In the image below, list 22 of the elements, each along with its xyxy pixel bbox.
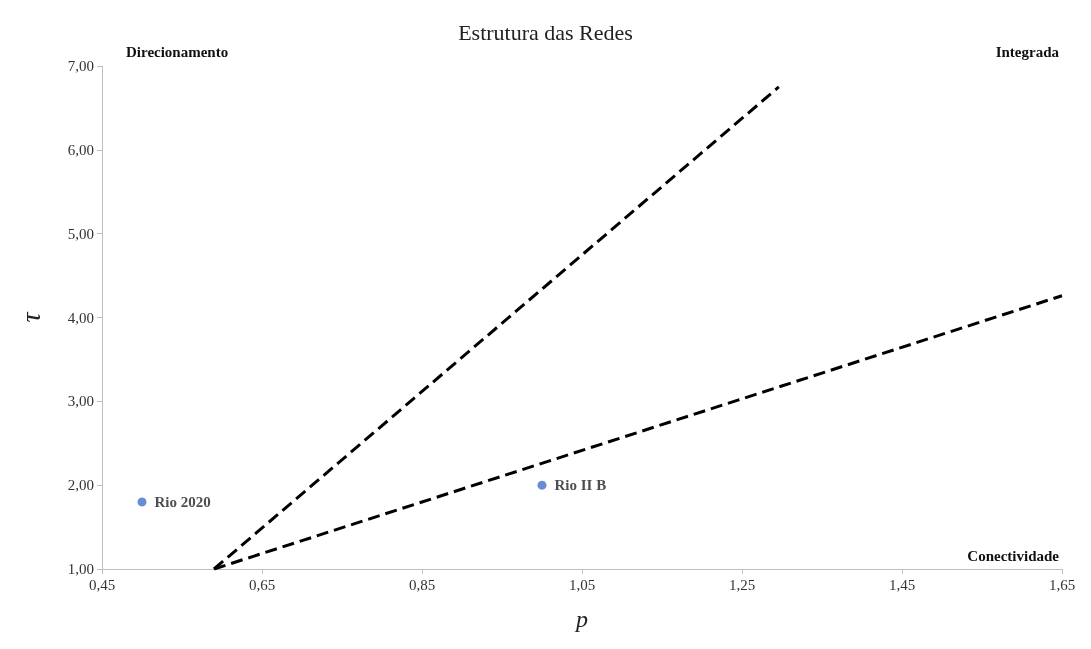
- y-tick-label: 4,00: [67, 309, 94, 326]
- x-tick-label: 1,45: [888, 576, 916, 593]
- annotation: Conectividade: [967, 547, 1060, 564]
- y-tick-label: 3,00: [67, 393, 94, 410]
- series-label: Rio II B: [554, 477, 607, 494]
- y-tick-label: 7,00: [67, 58, 94, 74]
- chart-title: Estrutura das Redes: [458, 19, 633, 45]
- x-tick-label: 0,45: [88, 576, 116, 593]
- x-tick-label: 1,05: [568, 576, 596, 593]
- y-tick-label: 1,00: [67, 561, 94, 577]
- x-tick-label: 1,25: [728, 576, 756, 593]
- y-tick-label: 2,00: [67, 477, 94, 494]
- y-tick-label: 5,00: [67, 225, 94, 242]
- x-axis-title: p: [574, 606, 588, 632]
- x-tick-label: 0,85: [408, 576, 436, 593]
- x-tick-label: 0,65: [248, 576, 276, 593]
- text: Direcionamento: [126, 43, 229, 60]
- y-tick-label: 6,00: [67, 141, 94, 158]
- text: Integrada: [995, 43, 1060, 60]
- y-axis-title: τ: [14, 311, 46, 323]
- series-label: Rio 2020: [154, 493, 211, 510]
- x-tick-label: 1,65: [1048, 576, 1076, 593]
